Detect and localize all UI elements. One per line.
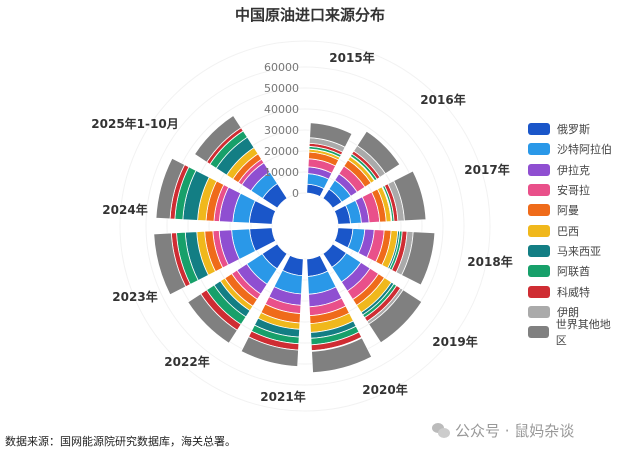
legend-swatch [528, 305, 550, 318]
legend-item[interactable]: 阿曼 [528, 200, 618, 220]
legend-item[interactable]: 科威特 [528, 281, 618, 301]
legend-label: 伊拉克 [557, 163, 590, 177]
legend-label: 伊朗 [557, 305, 579, 319]
grid-circle [271, 192, 339, 260]
legend-item[interactable]: 伊拉克 [528, 160, 618, 180]
category-label: 2022年 [164, 354, 209, 369]
category-label: 2018年 [467, 254, 512, 269]
grid-circle [187, 108, 423, 344]
legend-label: 科威特 [557, 285, 590, 299]
legend-item[interactable]: 俄罗斯 [528, 119, 618, 139]
category-label: 2025年1-10月 [91, 116, 178, 131]
data-source-note: 数据来源：国网能源院研究数据库，海关总署。 [5, 435, 236, 448]
radial-tick-label: 20000 [264, 145, 299, 158]
legend-label: 安哥拉 [557, 184, 590, 198]
legend: 俄罗斯沙特阿拉伯伊拉克安哥拉阿曼巴西马来西亚阿联酋科威特伊朗 世界其他地区 [528, 119, 618, 347]
category-label: 2016年 [420, 92, 465, 107]
bar-segment [155, 157, 186, 220]
wechat-icon [432, 423, 450, 438]
grid-circle [229, 150, 381, 302]
bar-segment [240, 336, 299, 367]
bar-segment [393, 170, 427, 222]
bar-segment [356, 130, 401, 175]
radial-tick-label: 40000 [264, 103, 299, 116]
legend-label: 巴西 [557, 224, 579, 238]
legend-swatch [528, 244, 550, 257]
legend-item[interactable]: 沙特阿拉伯 [528, 139, 618, 159]
bar-segment [311, 337, 373, 374]
radial-tick-label: 60000 [264, 61, 299, 74]
bar-segment [193, 114, 242, 163]
chart-title: 中国原油进口来源分布 [235, 6, 385, 24]
watermark: 公众号 · 鼠妈杂谈 [432, 420, 574, 441]
legend-item[interactable]: 巴西 [528, 220, 618, 240]
bar-segment [309, 122, 353, 148]
category-label: 2017年 [464, 162, 509, 177]
legend-swatch [528, 224, 550, 237]
legend-label: 沙特阿拉伯 [557, 143, 612, 157]
bar-segment [187, 293, 238, 344]
bar-segment [368, 289, 423, 344]
watermark-text: 公众号 · 鼠妈杂谈 [455, 422, 575, 440]
category-label: 2021年 [260, 389, 305, 404]
legend-label: 俄罗斯 [557, 123, 590, 137]
legend-item[interactable]: 世界其他地区 [528, 318, 618, 347]
radial-tick-label: 0 [292, 187, 299, 200]
legend-swatch [528, 204, 550, 217]
grid-circle [145, 66, 465, 386]
legend-item[interactable]: 安哥拉 [528, 180, 618, 200]
outer-circle [119, 40, 491, 412]
grid-circle [250, 171, 360, 281]
legend-label: 阿联酋 [557, 265, 590, 279]
grid-circle [208, 129, 402, 323]
grid-circle [166, 87, 444, 365]
legend-swatch [528, 184, 550, 197]
radial-tick-label: 30000 [264, 124, 299, 137]
legend-item[interactable]: 伊朗 [528, 302, 618, 322]
legend-swatch [528, 143, 550, 156]
legend-swatch [528, 123, 550, 136]
bar-segment [153, 232, 187, 296]
category-label: 2023年 [112, 289, 157, 304]
legend-swatch [528, 285, 550, 298]
radial-tick-label: 50000 [264, 82, 299, 95]
category-label: 2019年 [432, 334, 477, 349]
legend-item[interactable]: 阿联酋 [528, 261, 618, 281]
radial-tick-label: 10000 [264, 166, 299, 179]
legend-label: 马来西亚 [557, 244, 601, 258]
legend-swatch [528, 265, 550, 278]
legend-label: 世界其他地区 [555, 318, 611, 348]
legend-label: 阿曼 [557, 204, 579, 218]
legend-item[interactable]: 马来西亚 [528, 241, 618, 261]
legend-swatch [528, 163, 550, 176]
category-label: 2015年 [329, 50, 374, 65]
bar-segment [401, 231, 436, 286]
category-label: 2024年 [102, 202, 147, 217]
category-label: 2020年 [362, 382, 407, 397]
legend-swatch [528, 326, 549, 339]
